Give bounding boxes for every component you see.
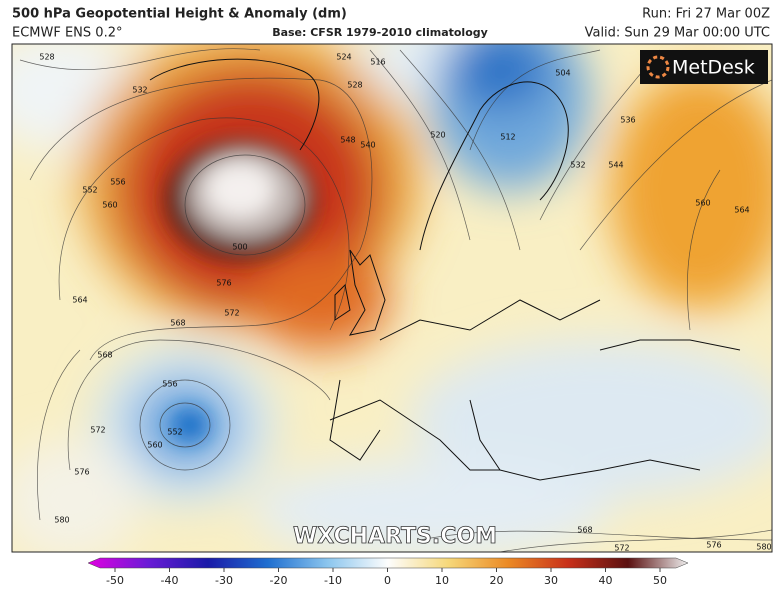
- contour-label: 548: [340, 136, 355, 145]
- contour-label: 580: [756, 543, 771, 552]
- contour-label: 528: [347, 81, 362, 90]
- colorbar-tick-label: 50: [653, 574, 667, 587]
- contour-label: 552: [167, 428, 182, 437]
- base: Base: CFSR 1979-2010 climatology: [272, 26, 488, 39]
- contour-label: 556: [162, 380, 177, 389]
- colorbar-tick-label: 40: [599, 574, 613, 587]
- contour-label: 520: [430, 131, 445, 140]
- contour-label: 576: [216, 279, 231, 288]
- contour-label: 540: [360, 141, 375, 150]
- colorbar-tick-label: 10: [435, 574, 449, 587]
- contour-label: 532: [132, 86, 147, 95]
- contour-label: 572: [224, 309, 239, 318]
- contour-label: 544: [608, 161, 623, 170]
- model: ECMWF ENS 0.2°: [12, 26, 122, 41]
- contour-label: 560: [147, 441, 162, 450]
- contour-label: 576: [706, 541, 721, 550]
- map-frame: [11, 43, 773, 553]
- contour-label: 552: [82, 186, 97, 195]
- contour-label: 504: [555, 69, 570, 78]
- contour-label: 568: [170, 319, 185, 328]
- contour-label: 512: [500, 133, 515, 142]
- colorbar-tick-label: -50: [106, 574, 124, 587]
- logo: MetDesk: [672, 57, 755, 79]
- colorbar-tick-label: 0: [384, 574, 391, 587]
- watermark: WXCHARTS.COM: [293, 524, 497, 549]
- colorbar-tick-label: -30: [215, 574, 233, 587]
- logo-box: [640, 50, 768, 84]
- contour-label: 560: [695, 199, 710, 208]
- contour-label: 500: [232, 243, 247, 252]
- valid: Valid: Sun 29 Mar 00:00 UTC: [585, 26, 770, 41]
- colorbar-tick-label: 20: [490, 574, 504, 587]
- contour-label: 528: [39, 53, 54, 62]
- contour-label: 536: [620, 116, 635, 125]
- logo-icon: [646, 55, 670, 79]
- colorbar-tick-label: -20: [270, 574, 288, 587]
- contour-label: 516: [370, 58, 385, 67]
- contour-label: 568: [97, 351, 112, 360]
- contour-label: 564: [72, 296, 87, 305]
- map: 528 532 552 556 560 564 568 572 576 580 568 572 576 5…: [12, 44, 772, 553]
- colorbar: [87, 557, 689, 569]
- contour-label: 564: [734, 206, 749, 215]
- contour-label: 572: [90, 426, 105, 435]
- title: 500 hPa Geopotential Height & Anomaly (d…: [12, 7, 347, 22]
- colorbar-tick-label: -10: [324, 574, 342, 587]
- contour-label: 532: [570, 161, 585, 170]
- contour-label: 568: [577, 526, 592, 535]
- colorbar-tick-label: 30: [544, 574, 558, 587]
- contour-label: 576: [74, 468, 89, 477]
- contour-label: 572: [614, 544, 629, 553]
- contour-label: 560: [102, 201, 117, 210]
- contour-label: 556: [110, 178, 125, 187]
- colorbar-tick-label: -40: [161, 574, 179, 587]
- run: Run: Fri 27 Mar 00Z: [642, 7, 770, 22]
- contour-label: 580: [54, 516, 69, 525]
- contour-label: 524: [336, 53, 351, 62]
